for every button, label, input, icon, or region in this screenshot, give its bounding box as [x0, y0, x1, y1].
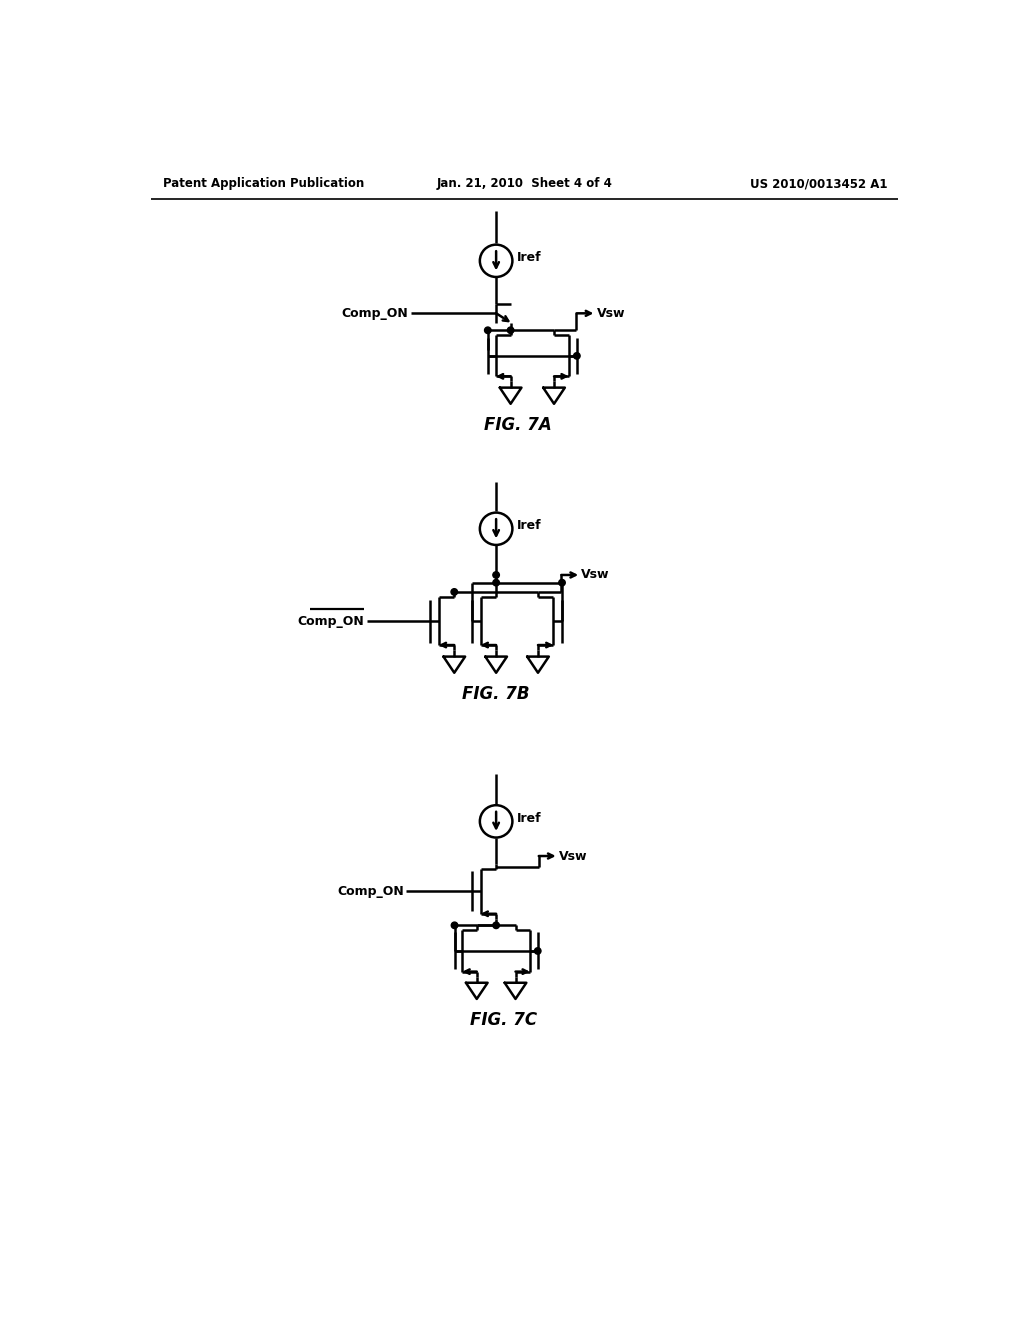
Text: Comp_ON: Comp_ON: [298, 615, 365, 628]
Text: Patent Application Publication: Patent Application Publication: [163, 177, 365, 190]
Circle shape: [535, 948, 541, 954]
Text: Vsw: Vsw: [582, 569, 610, 582]
Text: Iref: Iref: [517, 519, 542, 532]
Circle shape: [493, 572, 500, 578]
Circle shape: [484, 327, 492, 334]
Circle shape: [507, 327, 514, 334]
Text: FIG. 7C: FIG. 7C: [470, 1011, 538, 1030]
Circle shape: [452, 923, 458, 928]
Circle shape: [493, 579, 500, 586]
Text: US 2010/0013452 A1: US 2010/0013452 A1: [750, 177, 888, 190]
Text: Comp_ON: Comp_ON: [337, 884, 403, 898]
Text: FIG. 7B: FIG. 7B: [463, 685, 529, 704]
Text: Vsw: Vsw: [597, 306, 625, 319]
Text: Comp_ON: Comp_ON: [342, 306, 409, 319]
Text: Vsw: Vsw: [559, 850, 588, 862]
Circle shape: [493, 923, 500, 928]
Text: Jan. 21, 2010  Sheet 4 of 4: Jan. 21, 2010 Sheet 4 of 4: [437, 177, 612, 190]
Text: Iref: Iref: [517, 812, 542, 825]
Circle shape: [573, 352, 581, 359]
Circle shape: [451, 589, 458, 595]
Text: FIG. 7A: FIG. 7A: [484, 416, 552, 434]
Circle shape: [559, 579, 565, 586]
Text: Iref: Iref: [517, 251, 542, 264]
